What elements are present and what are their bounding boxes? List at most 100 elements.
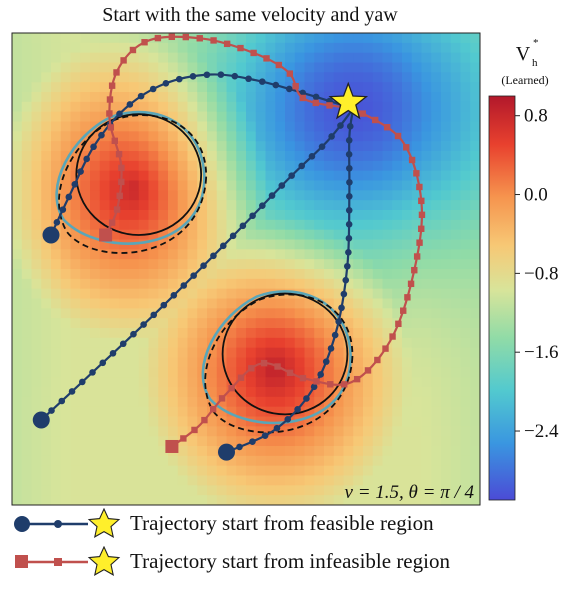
- heatmap-cell: [129, 62, 140, 73]
- heatmap-cell: [304, 396, 315, 408]
- heatmap-cell: [138, 328, 150, 339]
- heatmap-cell: [119, 82, 130, 93]
- heatmap-cell: [158, 288, 169, 300]
- heatmap-cell: [314, 151, 325, 162]
- heatmap-cell: [138, 495, 150, 505]
- heatmap-cell: [304, 170, 315, 182]
- heatmap-cell: [90, 229, 101, 241]
- heatmap-cell: [285, 219, 296, 231]
- heatmap-cell: [363, 42, 374, 54]
- heatmap-cell: [333, 239, 345, 250]
- heatmap-cell: [324, 455, 335, 467]
- heatmap-cell: [275, 446, 286, 457]
- heatmap-cell: [21, 210, 33, 221]
- heatmap-cell: [265, 101, 276, 113]
- heatmap-cell: [255, 455, 267, 467]
- heatmap-cell: [129, 170, 140, 182]
- heatmap-cell: [470, 210, 480, 221]
- heatmap-cell: [441, 367, 452, 378]
- heatmap-cell: [197, 249, 208, 260]
- legend-label-infeasible: Trajectory start from infeasible region: [130, 548, 450, 573]
- trajectory-marker: [346, 164, 353, 172]
- heatmap-cell: [60, 160, 72, 172]
- heatmap-cell: [226, 121, 237, 132]
- trajectory-marker: [109, 349, 117, 357]
- heatmap-cell: [402, 318, 413, 329]
- heatmap-cell: [392, 160, 403, 172]
- trajectory-marker: [395, 320, 402, 328]
- heatmap-cell: [80, 269, 91, 280]
- heatmap-cell: [119, 180, 130, 191]
- heatmap-cell: [363, 475, 374, 486]
- heatmap-cell: [431, 42, 442, 54]
- heatmap-cell: [60, 455, 72, 467]
- heatmap-cell: [168, 465, 179, 477]
- heatmap-cell: [99, 485, 111, 496]
- heatmap-cell: [460, 347, 471, 359]
- heatmap-cell: [80, 62, 91, 73]
- heatmap-cell: [216, 131, 228, 142]
- heatmap-cell: [324, 229, 335, 241]
- heatmap-cell: [129, 298, 140, 309]
- heatmap-cell: [60, 436, 72, 447]
- heatmap-cell: [285, 377, 296, 388]
- trajectory-marker: [413, 253, 421, 260]
- heatmap-cell: [265, 62, 276, 73]
- heatmap-cell: [363, 121, 374, 132]
- heatmap-cell: [119, 92, 130, 103]
- heatmap-cell: [246, 357, 257, 368]
- heatmap-cell: [411, 406, 423, 418]
- heatmap-cell: [177, 367, 189, 378]
- heatmap-cell: [382, 269, 393, 280]
- heatmap-cell: [236, 200, 247, 211]
- heatmap-cell: [431, 249, 442, 260]
- heatmap-cell: [119, 259, 130, 270]
- heatmap-cell: [246, 62, 257, 73]
- heatmap-cell: [275, 42, 286, 54]
- heatmap-cell: [70, 396, 81, 408]
- heatmap-cell: [158, 82, 169, 93]
- heatmap-cell: [441, 200, 452, 211]
- heatmap-cell: [411, 101, 423, 113]
- heatmap-cell: [343, 465, 354, 477]
- heatmap-cell: [109, 288, 120, 300]
- heatmap-cell: [441, 229, 452, 241]
- trajectory-marker: [228, 384, 235, 392]
- heatmap-cell: [168, 387, 179, 398]
- trajectory-marker: [219, 242, 227, 250]
- heatmap-cell: [353, 219, 364, 231]
- heatmap-cell: [99, 455, 111, 467]
- heatmap-cell: [470, 406, 480, 418]
- heatmap-cell: [109, 328, 120, 339]
- heatmap-cell: [441, 219, 452, 231]
- heatmap-cell: [187, 436, 198, 447]
- heatmap-cell: [372, 446, 384, 457]
- heatmap-cell: [353, 485, 364, 496]
- heatmap-cell: [138, 160, 150, 172]
- heatmap-cell: [421, 121, 432, 132]
- heatmap-cell: [31, 180, 42, 191]
- heatmap-cell: [431, 406, 442, 418]
- heatmap-cell: [294, 455, 306, 467]
- heatmap-cell: [99, 367, 111, 378]
- heatmap-cell: [333, 436, 345, 447]
- heatmap-cell: [392, 200, 403, 211]
- heatmap-cell: [353, 121, 364, 132]
- heatmap-cell: [12, 416, 23, 427]
- heatmap-cell: [460, 446, 471, 457]
- heatmap-cell: [382, 455, 393, 467]
- heatmap-cell: [285, 52, 296, 64]
- heatmap-cell: [216, 249, 228, 260]
- trajectory-marker: [318, 143, 326, 150]
- heatmap-cell: [70, 485, 81, 496]
- heatmap-cell: [236, 229, 247, 241]
- heatmap-cell: [51, 377, 62, 388]
- heatmap-cell: [421, 387, 432, 398]
- heatmap-cell: [187, 180, 198, 191]
- heatmap-cell: [353, 160, 364, 172]
- heatmap-cell: [41, 72, 52, 83]
- heatmap-cell: [12, 170, 23, 182]
- heatmap-cell: [353, 229, 364, 241]
- heatmap-cell: [158, 465, 169, 477]
- heatmap-cell: [353, 151, 364, 162]
